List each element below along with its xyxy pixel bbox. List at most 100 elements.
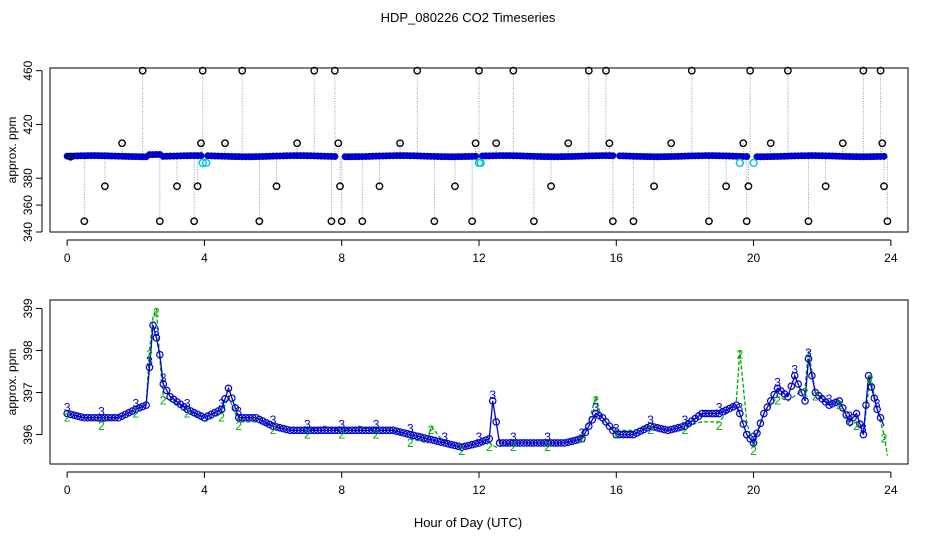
series-3-label: 3 (146, 354, 153, 368)
series-3-marker (437, 438, 446, 446)
series-3-marker (763, 403, 772, 412)
series-2-label: 2 (153, 305, 160, 319)
flagged-point (201, 158, 211, 168)
series-3-label: 3 (846, 409, 853, 423)
raw-point (739, 139, 748, 148)
series-3-marker (842, 411, 851, 419)
raw-point (878, 139, 887, 148)
series-3-label: 3 (184, 396, 191, 410)
series-2-label: 2 (579, 432, 586, 446)
bottom-x-tick-label: 4 (201, 483, 208, 497)
series-2-label: 2 (836, 398, 843, 412)
series-3-marker (440, 439, 449, 447)
raw-point (337, 217, 346, 226)
series-3-marker (838, 404, 847, 412)
series-3-marker (70, 411, 78, 420)
series-3-marker (567, 437, 576, 446)
series-3-marker (825, 401, 833, 409)
raw-point (742, 217, 751, 226)
series-3-label: 3 (774, 375, 781, 389)
raw-point (80, 217, 89, 226)
mean-point (331, 153, 339, 161)
raw-point (584, 66, 593, 75)
raw-point (667, 139, 676, 148)
series-3-marker (461, 442, 470, 451)
series-3-marker (766, 397, 775, 405)
raw-point (334, 139, 343, 148)
series-3-marker (231, 404, 240, 412)
series-3-marker (653, 424, 662, 432)
series-3-marker (670, 424, 679, 433)
top-y-tick-label: 340 (21, 222, 35, 242)
series-3-marker (423, 434, 432, 443)
raw-point (451, 182, 459, 191)
series-2-label: 2 (750, 444, 757, 458)
series-3-label: 3 (407, 422, 414, 436)
raw-point (101, 182, 109, 191)
series-3-marker (808, 371, 816, 380)
series-3-label: 3 (805, 346, 812, 360)
mean-point (880, 152, 888, 160)
series-3-marker (217, 405, 226, 414)
raw-point (838, 139, 847, 148)
series-3-marker (413, 432, 422, 441)
raw-point (173, 182, 181, 191)
series-2-label: 2 (613, 427, 620, 441)
series-3-label: 3 (860, 422, 867, 436)
series-3-marker (156, 350, 164, 359)
raw-point (272, 182, 281, 191)
series-3-marker (434, 437, 442, 446)
series-3-marker (488, 397, 497, 405)
raw-point (766, 139, 775, 148)
series-3-marker (667, 425, 675, 434)
series-3-marker (471, 440, 480, 448)
series-3-marker (797, 388, 806, 397)
series-3-marker (571, 436, 579, 445)
series-2-label: 2 (867, 373, 874, 387)
series-3-marker (444, 440, 452, 448)
series-2-label: 2 (98, 419, 105, 433)
series-3-marker (475, 439, 483, 447)
series-2-label: 2 (510, 440, 517, 454)
top-x-tick-label: 8 (338, 251, 345, 265)
mean-point (743, 153, 751, 161)
series-3-marker (145, 363, 154, 372)
series-3-marker (862, 401, 870, 409)
raw-point (430, 217, 439, 226)
series-3-marker (403, 429, 411, 438)
series-3-marker (272, 423, 281, 431)
series-3-label: 3 (64, 401, 71, 415)
series-3-marker (228, 394, 236, 402)
series-3-marker (588, 416, 597, 424)
chart-title: HDP_080226 CO2 Timeseries (381, 10, 556, 25)
raw-point (327, 217, 336, 226)
bottom-y-tick-label: 397 (21, 382, 35, 402)
raw-point (650, 182, 658, 191)
series-3-marker (736, 409, 744, 418)
raw-point (413, 66, 422, 75)
bottom-ylabel: approx. ppm (5, 349, 19, 416)
series-3-marker (430, 436, 439, 445)
top-ylabel: approx. ppm (5, 117, 19, 184)
raw-point (509, 66, 518, 75)
series-2-label: 2 (235, 419, 242, 433)
bottom-x-tick-label: 16 (610, 483, 624, 497)
series-3-marker (581, 428, 590, 437)
raw-point (475, 66, 483, 75)
series-2-label: 2 (64, 411, 71, 425)
series-3-marker (828, 399, 837, 408)
series-3-marker (790, 371, 799, 380)
series-3-label: 3 (476, 430, 483, 444)
series-3-label: 3 (218, 396, 225, 410)
flagged-point (749, 158, 758, 168)
series-3-marker (739, 420, 748, 428)
series-2-label: 2 (486, 440, 493, 454)
raw-point (238, 66, 247, 75)
series-3-marker (73, 412, 82, 420)
series-2-label: 2 (160, 394, 167, 408)
series-3-marker (578, 434, 586, 443)
raw-point (198, 66, 207, 75)
series-3-label: 3 (304, 417, 311, 431)
raw-point (783, 66, 792, 75)
raw-point (804, 217, 813, 226)
